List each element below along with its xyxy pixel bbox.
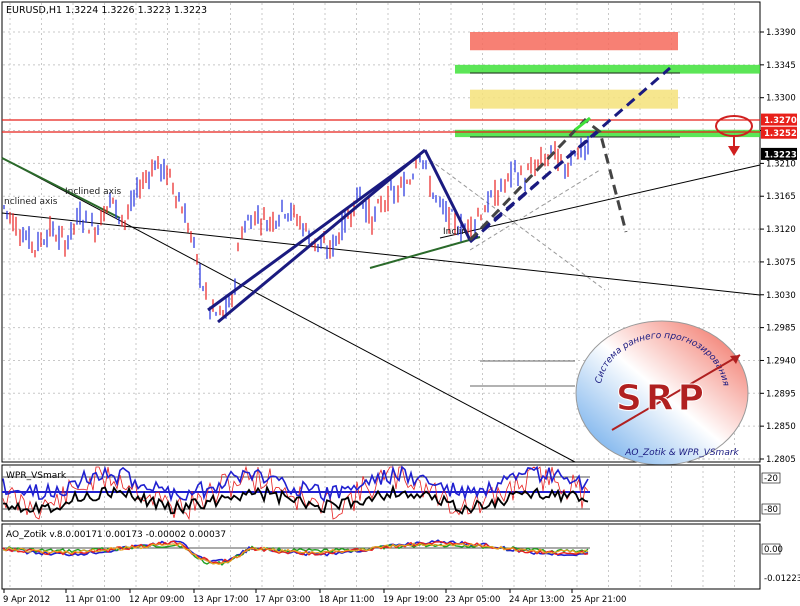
y-tick-label: 1.3165 (766, 192, 796, 202)
wpr-indicator-lines (2, 465, 589, 521)
wpr-black (2, 484, 589, 515)
alert-marker (715, 115, 753, 156)
y-tick-label: 1.2940 (766, 356, 796, 366)
green-zone-upper (455, 64, 760, 74)
time-axis[interactable]: 9 Apr 2012 11 Apr 01:00 12 Apr 09:00 13 Apr… (3, 589, 626, 605)
green-zone-lower (455, 129, 760, 138)
wpr-blue (2, 465, 589, 503)
y-tick-label: 1.2805 (766, 455, 796, 465)
y-tick-label: 1.3345 (766, 61, 796, 71)
y-tick-label: 1.3390 (766, 28, 796, 38)
wpr-title: WPR_VSmark (6, 471, 67, 481)
logo-letters: SRP (616, 378, 708, 419)
price-tag (761, 113, 797, 126)
ao-title: AO_Zotik v.8.0.00171 0.00173 -0.00002 0.… (6, 530, 226, 540)
red-zone (470, 32, 678, 51)
y-tick-label: 1.2895 (766, 389, 796, 399)
trendline-label-2: nclined axis (4, 197, 58, 207)
x-tick-label: 11 Apr 01:00 (65, 595, 120, 605)
yellow-zone (470, 89, 678, 109)
ao-level-zero: 0.00 (764, 545, 783, 555)
ao-level-min: -0.01223 (764, 574, 800, 584)
ao-frame (1, 523, 761, 590)
x-tick-label: 23 Apr 05:00 (445, 595, 500, 605)
y-tick-label: 1.3030 (766, 291, 796, 301)
trendline-label-1: Inclined axis (65, 187, 121, 197)
price-tags: 1.3270 1.3252 1.3223 (761, 113, 797, 160)
svg-text:1.3270: 1.3270 (764, 116, 797, 126)
srp-logo: Система раннего прогнозирования SRP AO_Z… (575, 320, 749, 466)
ao-orange (2, 541, 589, 566)
trend-lines (1, 157, 761, 463)
x-tick-label: 13 Apr 17:00 (193, 595, 248, 605)
logo-footer: AO_Zotik & WPR_VSmark (624, 448, 739, 458)
x-tick-label: 17 Apr 03:00 (255, 595, 310, 605)
x-tick-label: 12 Apr 09:00 (129, 595, 184, 605)
x-tick-label: 24 Apr 13:00 (509, 595, 564, 605)
x-tick-label: 9 Apr 2012 (3, 595, 50, 605)
y-tick-label: 1.3075 (766, 258, 796, 268)
forecast-path (468, 116, 628, 242)
y-tick-label: 1.2850 (766, 422, 796, 432)
price-zones (455, 32, 760, 138)
wpr-level-20: -20 (764, 474, 778, 484)
trendline-label-3: Inclin (443, 227, 467, 237)
x-tick-label: 19 Apr 19:00 (383, 595, 438, 605)
price-tag (761, 147, 797, 160)
price-tag (761, 126, 797, 139)
x-tick-label: 18 Apr 11:00 (319, 595, 374, 605)
ao-red (2, 540, 589, 565)
y-tick-label: 1.3120 (766, 225, 796, 235)
wpr-level-80: -80 (764, 505, 778, 515)
svg-text:1.3223: 1.3223 (764, 150, 797, 160)
y-tick-label: 1.2985 (766, 324, 796, 334)
x-tick-label: 25 Apr 21:00 (571, 595, 626, 605)
ao-indicator-lines (2, 539, 589, 566)
y-tick-label: 1.3300 (766, 94, 796, 104)
price-axis[interactable]: 1.33901.33451.33001.32551.32101.31651.31… (760, 28, 796, 465)
svg-text:1.3252: 1.3252 (764, 129, 797, 139)
symbol-header: EURUSD,H1 1.3224 1.3226 1.3223 1.3223 (6, 5, 207, 16)
channel-lines (207, 66, 671, 324)
y-tick-label: 1.3210 (766, 159, 796, 169)
